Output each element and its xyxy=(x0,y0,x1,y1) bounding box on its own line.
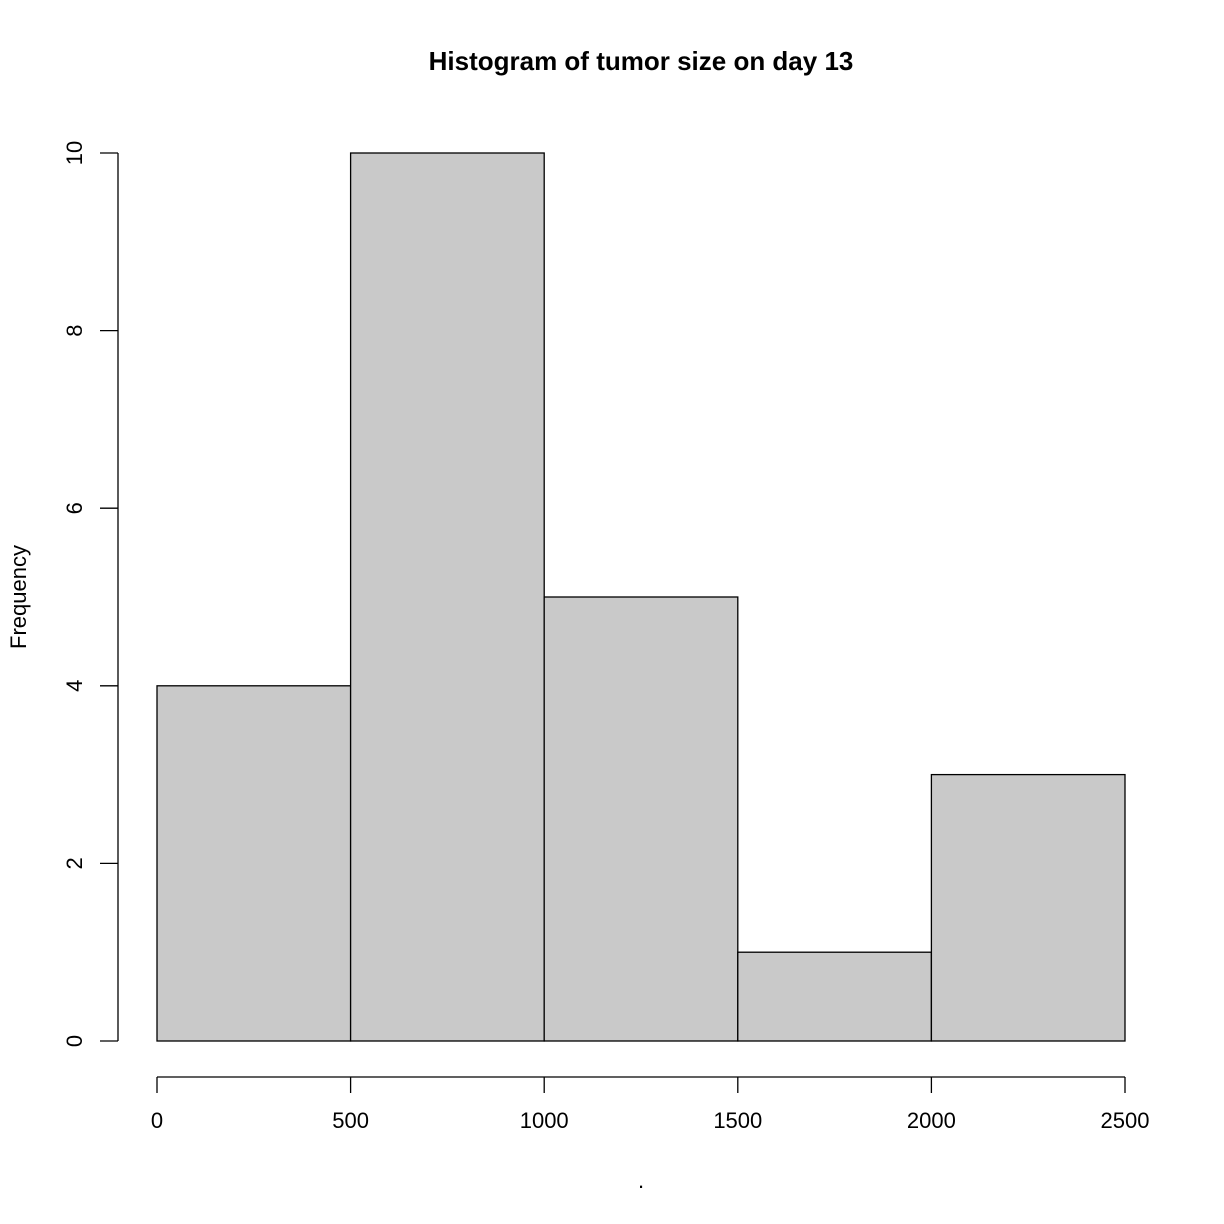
histogram-bar-0 xyxy=(156,685,352,1042)
x-tick-label-4: 2000 xyxy=(907,1108,956,1133)
histogram-bar-3 xyxy=(737,951,933,1042)
x-tick-label-2: 1000 xyxy=(520,1108,569,1133)
x-tick-label-3: 1500 xyxy=(713,1108,762,1133)
x-tick-label-1: 500 xyxy=(332,1108,369,1133)
bars-group xyxy=(156,152,1126,1042)
x-tick-label-5: 2500 xyxy=(1101,1108,1150,1133)
histogram-bar-1 xyxy=(349,152,545,1042)
histogram-bar-2 xyxy=(543,596,739,1042)
y-tick-label-1: 2 xyxy=(62,857,87,869)
y-tick-label-0: 0 xyxy=(62,1035,87,1047)
chart-title: Histogram of tumor size on day 13 xyxy=(429,46,854,76)
x-axis-label: . xyxy=(638,1168,644,1193)
x-axis: 0 500 1000 1500 2000 2500 xyxy=(151,1076,1150,1133)
y-tick-label-5: 10 xyxy=(62,141,87,165)
y-tick-label-4: 8 xyxy=(62,324,87,336)
y-axis: 0 2 4 6 8 10 xyxy=(62,141,119,1047)
y-axis-label: Frequency xyxy=(6,545,31,649)
y-tick-label-2: 4 xyxy=(62,680,87,692)
x-tick-label-0: 0 xyxy=(151,1108,163,1133)
histogram-bar-4 xyxy=(930,773,1126,1042)
y-tick-label-3: 6 xyxy=(62,502,87,514)
